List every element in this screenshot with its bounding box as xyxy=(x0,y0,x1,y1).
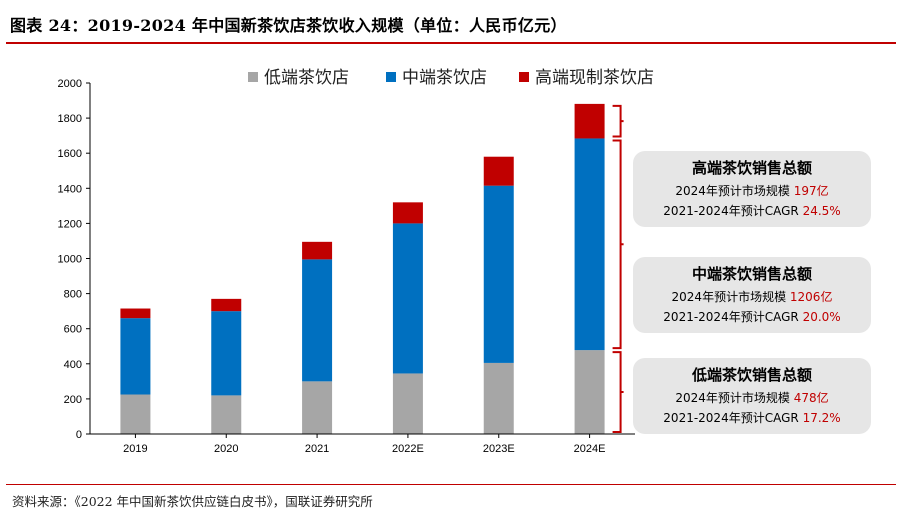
callout-high-line1: 2024年预计市场规模 197亿 xyxy=(633,181,871,201)
y-tick-label: 1600 xyxy=(58,148,82,160)
callout-mid-line1: 2024年预计市场规模 1206亿 xyxy=(633,287,871,307)
callout-mid-line1-label: 2024年预计市场规模 xyxy=(671,290,787,304)
bar-low-2024E xyxy=(574,350,605,434)
x-tick-label: 2019 xyxy=(123,443,147,455)
callout-low-line2-label: 2021-2024年预计CAGR xyxy=(663,411,799,425)
callout-low-line2: 2021-2024年预计CAGR 17.2% xyxy=(633,408,871,428)
callout-mid: 中端茶饮销售总额 2024年预计市场规模 1206亿 2021-2024年预计C… xyxy=(633,257,871,333)
legend-swatch-low xyxy=(248,72,258,82)
legend-label-mid: 中端茶饮店 xyxy=(402,68,487,88)
bar-low-2020 xyxy=(211,395,242,434)
y-tick-label: 200 xyxy=(64,394,82,406)
bar-high-2021 xyxy=(302,241,333,260)
callout-mid-line2-label: 2021-2024年预计CAGR xyxy=(663,310,799,324)
y-tick-label: 400 xyxy=(64,359,82,371)
callout-mid-line1-value: 1206亿 xyxy=(789,290,833,304)
callout-low: 低端茶饮销售总额 2024年预计市场规模 478亿 2021-2024年预计CA… xyxy=(633,358,871,434)
legend-swatch-high xyxy=(519,72,529,82)
x-tick-label: 2020 xyxy=(214,443,238,455)
y-tick-label: 1800 xyxy=(58,113,82,125)
bar-mid-2024E xyxy=(574,138,605,351)
bar-mid-2022E xyxy=(392,223,423,374)
x-tick-label: 2022E xyxy=(392,443,424,455)
bar-high-2022E xyxy=(392,202,423,224)
callout-high: 高端茶饮销售总额 2024年预计市场规模 197亿 2021-2024年预计CA… xyxy=(633,151,871,227)
y-tick-label: 800 xyxy=(64,289,82,301)
y-tick-label: 2000 xyxy=(58,78,82,90)
y-tick-label: 1000 xyxy=(58,254,82,266)
legend-label-high: 高端现制茶饮店 xyxy=(535,68,654,88)
y-tick-label: 0 xyxy=(76,429,82,441)
bar-mid-2019 xyxy=(120,318,151,395)
bar-high-2023E xyxy=(483,156,514,186)
callout-high-line2: 2021-2024年预计CAGR 24.5% xyxy=(633,201,871,221)
bar-high-2024E xyxy=(574,103,605,139)
bar-mid-2020 xyxy=(211,311,242,396)
callout-low-title: 低端茶饮销售总额 xyxy=(691,366,812,384)
stacked-bar-chart: 0 200 400 600 800 1000 1200 1400 1600 1800 2000 201… xyxy=(58,68,654,455)
callout-low-line1-label: 2024年预计市场规模 xyxy=(675,391,790,405)
bar-high-2019 xyxy=(120,308,151,319)
bracket-low xyxy=(612,351,624,433)
y-tick-label: 1200 xyxy=(58,218,82,230)
callout-low-line1-value: 478亿 xyxy=(793,391,829,405)
y-tick-label: 600 xyxy=(64,324,82,336)
bar-mid-2023E xyxy=(483,185,514,363)
callout-low-line1: 2024年预计市场规模 478亿 xyxy=(633,388,871,408)
callout-high-line2-value: 24.5% xyxy=(802,204,841,218)
bar-low-2019 xyxy=(120,394,151,434)
bar-low-2022E xyxy=(392,373,423,434)
chart-title: 图表 24：2019-2024 年中国新茶饮店茶饮收入规模（单位：人民币亿元） xyxy=(10,16,567,35)
bar-high-2020 xyxy=(211,298,242,312)
x-tick-label: 2023E xyxy=(483,443,515,455)
title-divider xyxy=(6,42,896,44)
bracket-high xyxy=(612,104,624,138)
callout-high-title: 高端茶饮销售总额 xyxy=(691,159,812,177)
footer-divider xyxy=(6,484,896,485)
source-note: 资料来源：《2022 年中国新茶饮供应链白皮书》，国联证券研究所 xyxy=(12,494,373,509)
callout-mid-line2: 2021-2024年预计CAGR 20.0% xyxy=(633,307,871,327)
x-tick-label: 2024E xyxy=(574,443,606,455)
bracket-mid xyxy=(612,139,624,350)
callout-low-line2-value: 17.2% xyxy=(802,411,841,425)
bar-mid-2021 xyxy=(302,259,333,382)
x-tick-label: 2021 xyxy=(305,443,329,455)
legend-swatch-mid xyxy=(386,72,396,82)
legend-label-low: 低端茶饮店 xyxy=(264,68,349,88)
bar-low-2021 xyxy=(302,381,333,434)
callout-high-line2-label: 2021-2024年预计CAGR xyxy=(663,204,799,218)
y-tick-label: 1400 xyxy=(58,183,82,195)
callout-mid-title: 中端茶饮销售总额 xyxy=(691,265,812,283)
callout-high-line1-label: 2024年预计市场规模 xyxy=(675,184,790,198)
callout-high-line1-value: 197亿 xyxy=(793,184,829,198)
callout-mid-line2-value: 20.0% xyxy=(802,310,841,324)
bar-low-2023E xyxy=(483,362,514,434)
